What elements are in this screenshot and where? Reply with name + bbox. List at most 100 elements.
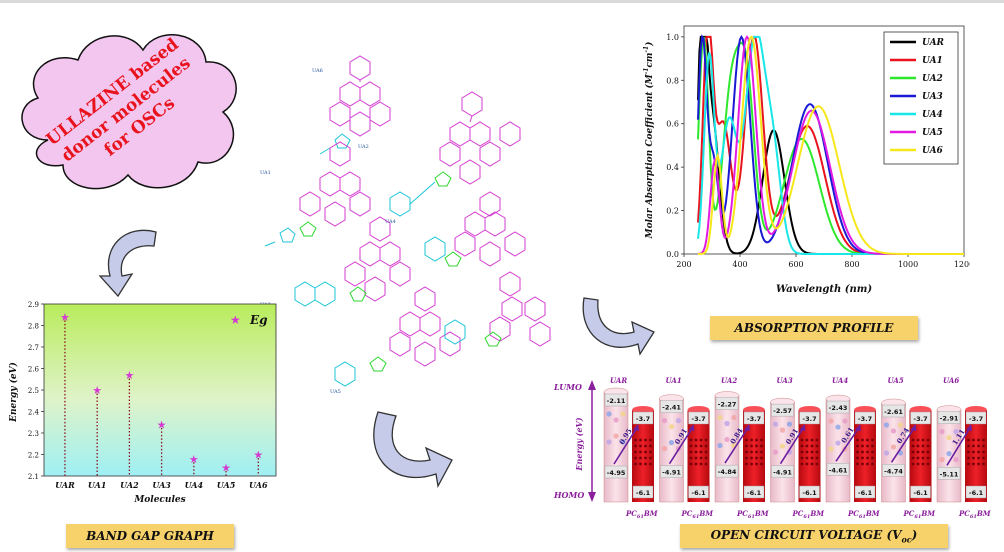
voc-acceptor-dot — [926, 438, 930, 442]
band-gap-point: ★ — [60, 311, 70, 324]
absorption-series-ua6 — [698, 35, 964, 255]
voc-acceptor-dot — [911, 450, 915, 454]
voc-arrow — [946, 425, 972, 466]
title-cloud: ULLAZINE based donor molecules for OSCs — [21, 34, 237, 190]
absorption-legend-label: UA6 — [922, 146, 944, 156]
voc-acceptor-dot — [760, 438, 763, 442]
band-gap-point: ★ — [124, 369, 134, 382]
voc-donor-dot — [835, 440, 841, 446]
voc-acceptor-dot — [977, 462, 980, 466]
voc-acceptor-label: PC61BM — [736, 509, 769, 520]
absorption-ylabel: Molar Absorption Coefficient (M-1cm-1) — [643, 42, 655, 240]
band-gap-ytick-label: 2.6 — [28, 366, 40, 374]
voc-acceptor-lumo-value: -3.7 — [969, 415, 983, 423]
voc-acceptor-dot — [967, 450, 970, 454]
absorption-xtick-label: 200 — [676, 260, 691, 269]
absorption-ytick-label: 0.0 — [666, 250, 679, 259]
voc-acceptor-dot — [926, 462, 930, 466]
voc-arrow-head — [688, 424, 695, 431]
voc-donor-lumo-box — [604, 393, 628, 407]
voc-donor-dot — [946, 435, 952, 441]
voc-donor-dot — [731, 414, 737, 421]
absorption-ytick-label: 1.0 — [666, 33, 679, 42]
voc-donor-dot — [953, 429, 959, 435]
voc-acceptor-dot — [967, 438, 970, 442]
voc-donor-homo-value: -4.91 — [662, 469, 681, 477]
voc-acceptor-dot — [972, 444, 975, 448]
voc-acceptor-dot — [972, 438, 975, 442]
voc-banner-text: OPEN CIRCUIT VOLTAGE (Voc) — [710, 527, 918, 545]
voc-acceptor-dot — [911, 438, 915, 442]
structure-ua5 — [389, 271, 551, 367]
structure-label-ua4: UA4 — [385, 219, 396, 225]
voc-acceptor-label: PC61BM — [681, 509, 714, 520]
voc-acceptor-dot — [805, 438, 809, 442]
voc-acceptor-dot — [815, 438, 819, 442]
voc-acceptor-dot — [856, 450, 859, 454]
voc-acceptor-dot — [866, 438, 869, 442]
curved-arrow-structures-to-voc — [373, 411, 453, 488]
voc-acceptor-cylinder — [798, 410, 821, 502]
voc-acceptor-label: PC61BM — [958, 509, 991, 520]
voc-acceptor-dot — [861, 444, 864, 448]
voc-acceptor-dot — [649, 444, 652, 448]
voc-acceptor-label: PC61BM — [792, 509, 825, 520]
voc-donor-dot — [620, 411, 626, 417]
voc-acceptor-homo-box — [688, 485, 709, 499]
voc-acceptor-homo-value: -6.1 — [969, 489, 984, 497]
voc-acceptor-dot — [634, 450, 637, 454]
voc-donor-homo-value: -5.11 — [940, 470, 959, 478]
voc-acceptor-lumo-value: -3.7 — [636, 415, 650, 423]
voc-donor-dot — [946, 451, 952, 457]
voc-acceptor-dot — [805, 456, 809, 460]
structure-ua4 — [439, 91, 521, 185]
voc-acceptor-dot — [921, 438, 925, 442]
voc-donor-dot — [668, 424, 675, 430]
voc-acceptor-dot — [916, 456, 920, 460]
voc-donor-dot — [620, 439, 626, 445]
voc-acceptor-dot — [982, 438, 985, 442]
voc-acceptor-cylinder — [909, 410, 932, 502]
voc-acceptor-dot — [644, 444, 647, 448]
voc-acceptor-lumo-value: -3.7 — [913, 415, 927, 423]
absorption-xtick-label: 1200 — [954, 260, 970, 269]
voc-acceptor-dot — [871, 438, 874, 442]
absorption-xtick-label: 1000 — [898, 260, 918, 269]
voc-donor-lumo-value: -2.43 — [829, 404, 848, 412]
voc-acceptor-dot — [704, 456, 708, 460]
voc-acceptor-dot — [866, 450, 869, 454]
band-gap-ytick-label: 2.5 — [28, 387, 39, 395]
voc-acceptor-dot — [810, 456, 814, 460]
structure-ua6 — [454, 191, 526, 267]
voc-donor-homo-box — [604, 465, 628, 479]
voc-acceptor-homo-value: -6.1 — [747, 489, 762, 497]
voc-acceptor-dot — [689, 456, 693, 460]
absorption-banner: ABSORPTION PROFILE — [710, 316, 918, 340]
voc-acceptor-dot — [856, 456, 859, 460]
voc-acceptor-cylinder — [743, 410, 765, 502]
voc-acceptor-dot — [982, 456, 985, 460]
voc-donor-dot — [953, 457, 959, 463]
voc-acceptor-dot — [704, 462, 708, 466]
voc-donor-dot — [724, 436, 730, 443]
voc-donor-lumo-value: -2.27 — [718, 401, 737, 409]
voc-donor-homo-value: -4.95 — [607, 469, 626, 477]
voc-acceptor-dot — [866, 462, 869, 466]
absorption-xtick-label: 800 — [844, 260, 859, 269]
voc-donor-lumo-box — [715, 397, 739, 410]
voc-donor-dot — [890, 444, 897, 450]
voc-acceptor-dot — [911, 456, 915, 460]
band-gap-plot-area — [43, 303, 277, 477]
voc-donor-dot — [613, 433, 619, 439]
voc-acceptor-cylinder — [632, 410, 654, 502]
voc-donor-dot — [779, 443, 786, 449]
voc-acceptor-dot — [805, 450, 809, 454]
voc-acceptor-dot — [810, 462, 814, 466]
voc-banner: OPEN CIRCUIT VOLTAGE (Voc) — [680, 524, 948, 548]
voc-donor-lumo-box — [826, 400, 850, 414]
voc-donor-cylinder — [714, 395, 740, 503]
voc-acceptor-dot — [861, 450, 864, 454]
voc-acceptor-homo-value: -6.1 — [913, 489, 928, 497]
band-gap-ytick-label: 2.8 — [28, 323, 39, 331]
